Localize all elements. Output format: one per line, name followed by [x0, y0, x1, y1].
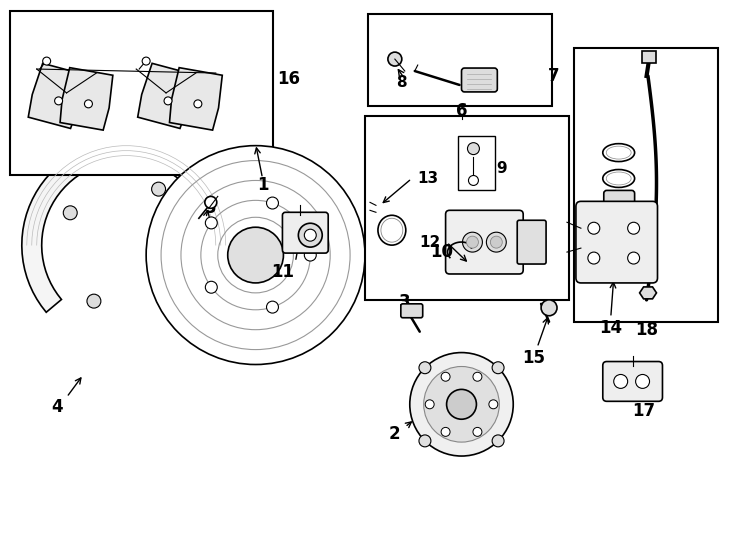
Text: 2: 2	[389, 425, 401, 443]
Text: 1: 1	[257, 177, 269, 194]
Text: 9: 9	[496, 161, 506, 176]
Circle shape	[588, 222, 600, 234]
Circle shape	[206, 217, 217, 229]
Circle shape	[467, 236, 479, 248]
Circle shape	[87, 294, 101, 308]
Circle shape	[492, 435, 504, 447]
Circle shape	[588, 252, 600, 264]
Text: 7: 7	[548, 67, 560, 85]
Text: 6: 6	[456, 102, 468, 120]
Text: 5: 5	[205, 199, 217, 217]
Circle shape	[152, 182, 166, 196]
Polygon shape	[60, 68, 113, 130]
Circle shape	[441, 372, 450, 381]
Circle shape	[492, 362, 504, 374]
Circle shape	[63, 206, 77, 220]
Bar	[10, 11, 274, 176]
Text: 18: 18	[635, 321, 658, 339]
Circle shape	[43, 57, 51, 65]
Polygon shape	[170, 68, 222, 130]
Text: 17: 17	[632, 402, 655, 420]
Circle shape	[305, 249, 316, 261]
Circle shape	[490, 236, 502, 248]
Circle shape	[228, 227, 283, 283]
Polygon shape	[28, 63, 85, 129]
Text: 12: 12	[419, 235, 440, 249]
Text: 8: 8	[396, 76, 407, 91]
Circle shape	[298, 223, 322, 247]
FancyBboxPatch shape	[462, 68, 498, 92]
Circle shape	[146, 146, 365, 364]
FancyBboxPatch shape	[604, 191, 635, 218]
Circle shape	[473, 372, 482, 381]
FancyBboxPatch shape	[446, 210, 523, 274]
Circle shape	[266, 301, 278, 313]
Circle shape	[419, 362, 431, 374]
Circle shape	[441, 427, 450, 436]
Circle shape	[194, 100, 202, 108]
Circle shape	[388, 52, 401, 66]
Circle shape	[410, 353, 513, 456]
Text: 4: 4	[51, 399, 62, 416]
Circle shape	[205, 197, 217, 208]
Polygon shape	[639, 287, 656, 299]
Circle shape	[446, 389, 476, 419]
Circle shape	[473, 427, 482, 436]
FancyBboxPatch shape	[401, 304, 423, 318]
Bar	[642, 51, 655, 63]
Circle shape	[54, 97, 62, 105]
PathPatch shape	[22, 141, 230, 312]
Circle shape	[142, 57, 150, 65]
Circle shape	[266, 197, 278, 209]
FancyBboxPatch shape	[517, 220, 546, 264]
Circle shape	[305, 229, 316, 241]
Polygon shape	[138, 63, 195, 129]
Bar	[368, 15, 552, 106]
Bar	[457, 136, 495, 191]
Bar	[365, 116, 569, 300]
Bar	[574, 48, 718, 322]
Text: 16: 16	[277, 70, 300, 88]
Circle shape	[614, 374, 628, 388]
Circle shape	[424, 367, 499, 442]
FancyBboxPatch shape	[603, 361, 663, 401]
Circle shape	[468, 143, 479, 154]
Circle shape	[468, 176, 479, 185]
Text: 13: 13	[417, 171, 438, 186]
Circle shape	[541, 300, 557, 316]
Text: 10: 10	[430, 243, 453, 261]
Text: 15: 15	[523, 348, 545, 367]
Text: 3: 3	[399, 293, 410, 311]
FancyBboxPatch shape	[283, 212, 328, 253]
Circle shape	[425, 400, 434, 409]
Circle shape	[164, 97, 172, 105]
Text: 14: 14	[599, 319, 622, 337]
Circle shape	[628, 252, 639, 264]
Circle shape	[628, 222, 639, 234]
Text: 11: 11	[271, 263, 294, 281]
Circle shape	[419, 435, 431, 447]
Circle shape	[462, 232, 482, 252]
Circle shape	[636, 374, 650, 388]
Circle shape	[489, 400, 498, 409]
Circle shape	[84, 100, 92, 108]
FancyBboxPatch shape	[576, 201, 658, 283]
Circle shape	[206, 281, 217, 293]
Circle shape	[487, 232, 506, 252]
